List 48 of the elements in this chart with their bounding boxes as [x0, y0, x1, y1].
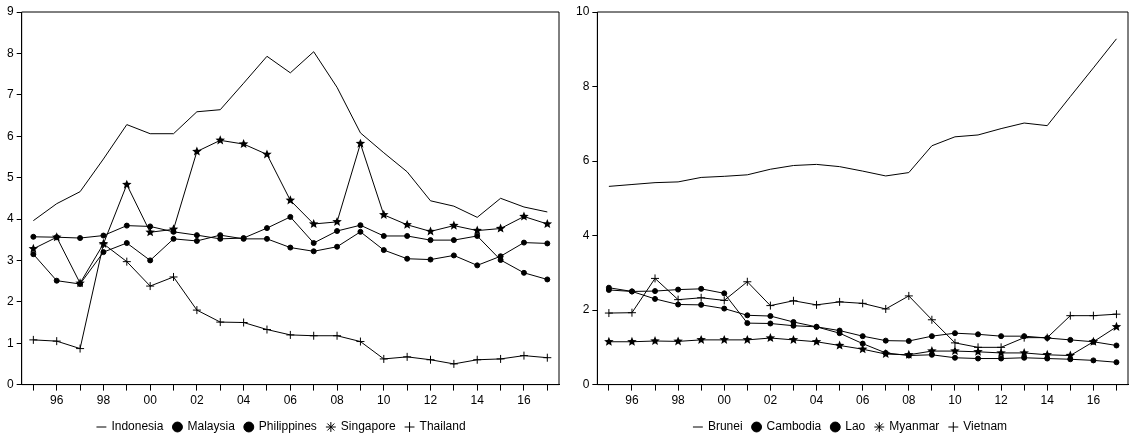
- x-tick-label: 06: [283, 393, 298, 408]
- x-tick-label: 02: [763, 393, 778, 408]
- y-tick-label: 1: [6, 335, 14, 350]
- legend-label: Myanmar: [889, 419, 940, 434]
- x-tick-label: 04: [809, 393, 824, 408]
- x-tick-label: 12: [423, 393, 438, 408]
- y-tick-label: 6: [6, 128, 14, 143]
- x-tick-label: 08: [330, 393, 345, 408]
- y-tick-label: 5: [6, 169, 14, 184]
- x-tick-label: 12: [994, 393, 1009, 408]
- y-tick-label: 4: [6, 211, 14, 226]
- y-tick-label: 10: [575, 4, 590, 19]
- x-tick-label: 96: [625, 393, 639, 408]
- legend-label: Vietnam: [963, 419, 1008, 434]
- y-tick-label: 4: [582, 227, 590, 242]
- y-tick-label: 3: [6, 252, 14, 267]
- x-tick-label: 02: [190, 393, 204, 408]
- legend-label: Indonesia: [111, 419, 164, 434]
- legend-label: Brunei: [707, 419, 743, 434]
- x-tick-label: 98: [96, 393, 111, 408]
- x-tick-label: 10: [948, 393, 962, 408]
- legend-label: Lao: [845, 419, 866, 434]
- x-tick-label: 08: [902, 393, 916, 408]
- legend-label: Philippines: [258, 419, 317, 434]
- y-tick-label: 8: [582, 78, 590, 93]
- x-tick-label: 00: [143, 393, 158, 408]
- legend-label: Cambodia: [766, 419, 822, 434]
- y-tick-label: 8: [6, 45, 14, 60]
- legend-label: Singapore: [340, 419, 396, 434]
- legend-label: Thailand: [419, 419, 466, 434]
- x-tick-label: 00: [717, 393, 732, 408]
- x-tick-label: 16: [517, 393, 531, 408]
- y-tick-label: 2: [6, 294, 14, 309]
- x-tick-label: 96: [50, 393, 64, 408]
- y-tick-label: 6: [582, 153, 590, 168]
- y-tick-label: 0: [582, 376, 590, 391]
- x-tick-label: 16: [1086, 393, 1101, 408]
- x-tick-label: 14: [1040, 393, 1055, 408]
- y-tick-label: 7: [6, 87, 14, 102]
- y-tick-label: 0: [6, 376, 14, 391]
- x-tick-label: 10: [377, 393, 391, 408]
- y-tick-label: 2: [582, 302, 590, 317]
- x-tick-label: 04: [236, 393, 251, 408]
- x-tick-label: 14: [470, 393, 485, 408]
- y-tick-label: 9: [6, 4, 14, 19]
- x-tick-label: 98: [671, 393, 686, 408]
- x-tick-label: 06: [855, 393, 870, 408]
- legend-label: Malaysia: [187, 419, 236, 434]
